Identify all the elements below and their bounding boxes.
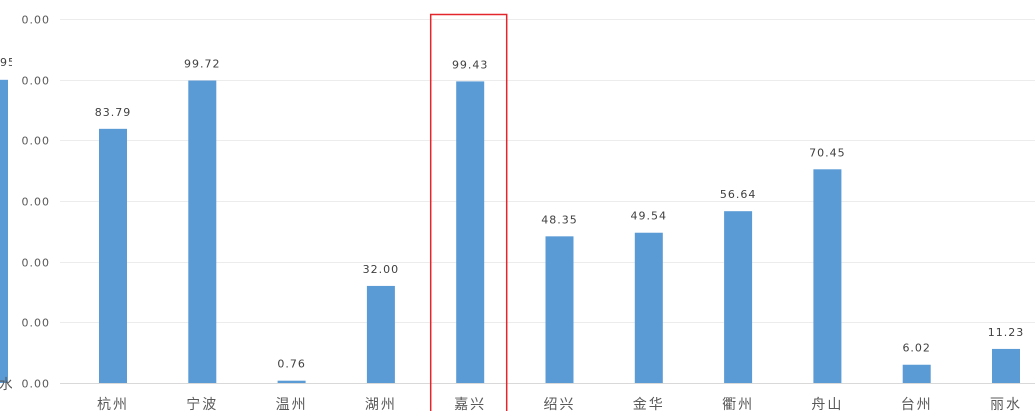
y-tick-label-5: 0.00 bbox=[22, 135, 51, 148]
data-label-1: 83.79 bbox=[95, 106, 132, 119]
highlight-annotation bbox=[429, 13, 508, 411]
left-fragment-category-label: 水 bbox=[0, 377, 15, 393]
y-tick-label-4: 0.00 bbox=[22, 196, 51, 209]
bar-11 bbox=[992, 348, 1020, 383]
x-axis-tick-labels: 杭州 宁波 温州 湖州 嘉兴 绍兴 金华 衢州 舟山 台州 丽水 bbox=[97, 396, 1022, 411]
bar-2 bbox=[188, 80, 217, 384]
data-label-10: 6.02 bbox=[902, 342, 931, 355]
data-label-3: 0.76 bbox=[277, 358, 306, 371]
bar-8 bbox=[724, 211, 753, 383]
x-tick-label-10: 台州 bbox=[901, 397, 933, 411]
x-tick-label-7: 金华 bbox=[633, 397, 665, 411]
x-tick-label-1: 杭州 bbox=[97, 397, 129, 411]
y-tick-label-1: 0.00 bbox=[22, 378, 51, 391]
x-tick-label-9: 舟山 bbox=[811, 397, 843, 411]
bar-3 bbox=[277, 380, 306, 383]
bar-9 bbox=[813, 169, 842, 383]
bar-1 bbox=[99, 128, 127, 383]
data-label-6: 48.35 bbox=[541, 213, 578, 226]
x-tick-label-8: 衢州 bbox=[722, 396, 754, 411]
x-tick-label-2: 宁波 bbox=[186, 396, 218, 411]
y-tick-label-3: 0.00 bbox=[22, 257, 51, 270]
x-tick-label-3: 温州 bbox=[276, 397, 308, 411]
left-fragment-data-label: 95 bbox=[0, 56, 16, 69]
y-tick-label-6: 0.00 bbox=[22, 75, 51, 88]
x-tick-label-11: 丽水 bbox=[990, 397, 1022, 411]
data-label-7: 49.54 bbox=[631, 210, 668, 223]
bars bbox=[99, 80, 1020, 384]
data-label-4: 32.00 bbox=[363, 263, 400, 276]
y-tick-label-7: 0.00 bbox=[22, 14, 51, 27]
left-chart-fragment: 95 水 bbox=[0, 56, 16, 393]
data-label-9: 70.45 bbox=[809, 146, 846, 159]
bar-10 bbox=[902, 364, 931, 383]
left-fragment-bar bbox=[0, 79, 8, 384]
data-label-5: 99.43 bbox=[452, 58, 489, 71]
data-labels: 83.79 99.72 0.76 32.00 99.43 48.35 49.54 56.64 7… bbox=[95, 58, 1025, 371]
bar-6 bbox=[545, 236, 574, 383]
data-label-8: 56.64 bbox=[720, 188, 757, 201]
y-tick-label-2: 0.00 bbox=[22, 317, 51, 330]
y-axis-tick-labels: 0.00 0.00 0.00 0.00 0.00 0.00 0.00 bbox=[22, 14, 51, 391]
highlight-box bbox=[429, 13, 508, 411]
data-label-11: 11.23 bbox=[988, 326, 1025, 339]
bar-5 bbox=[456, 81, 485, 384]
x-tick-label-5: 嘉兴 bbox=[454, 397, 486, 411]
x-tick-label-4: 湖州 bbox=[365, 397, 397, 411]
x-tick-label-6: 绍兴 bbox=[544, 397, 576, 411]
data-label-2: 99.72 bbox=[184, 58, 221, 71]
bar-4 bbox=[366, 285, 395, 383]
bar-7 bbox=[634, 232, 663, 383]
